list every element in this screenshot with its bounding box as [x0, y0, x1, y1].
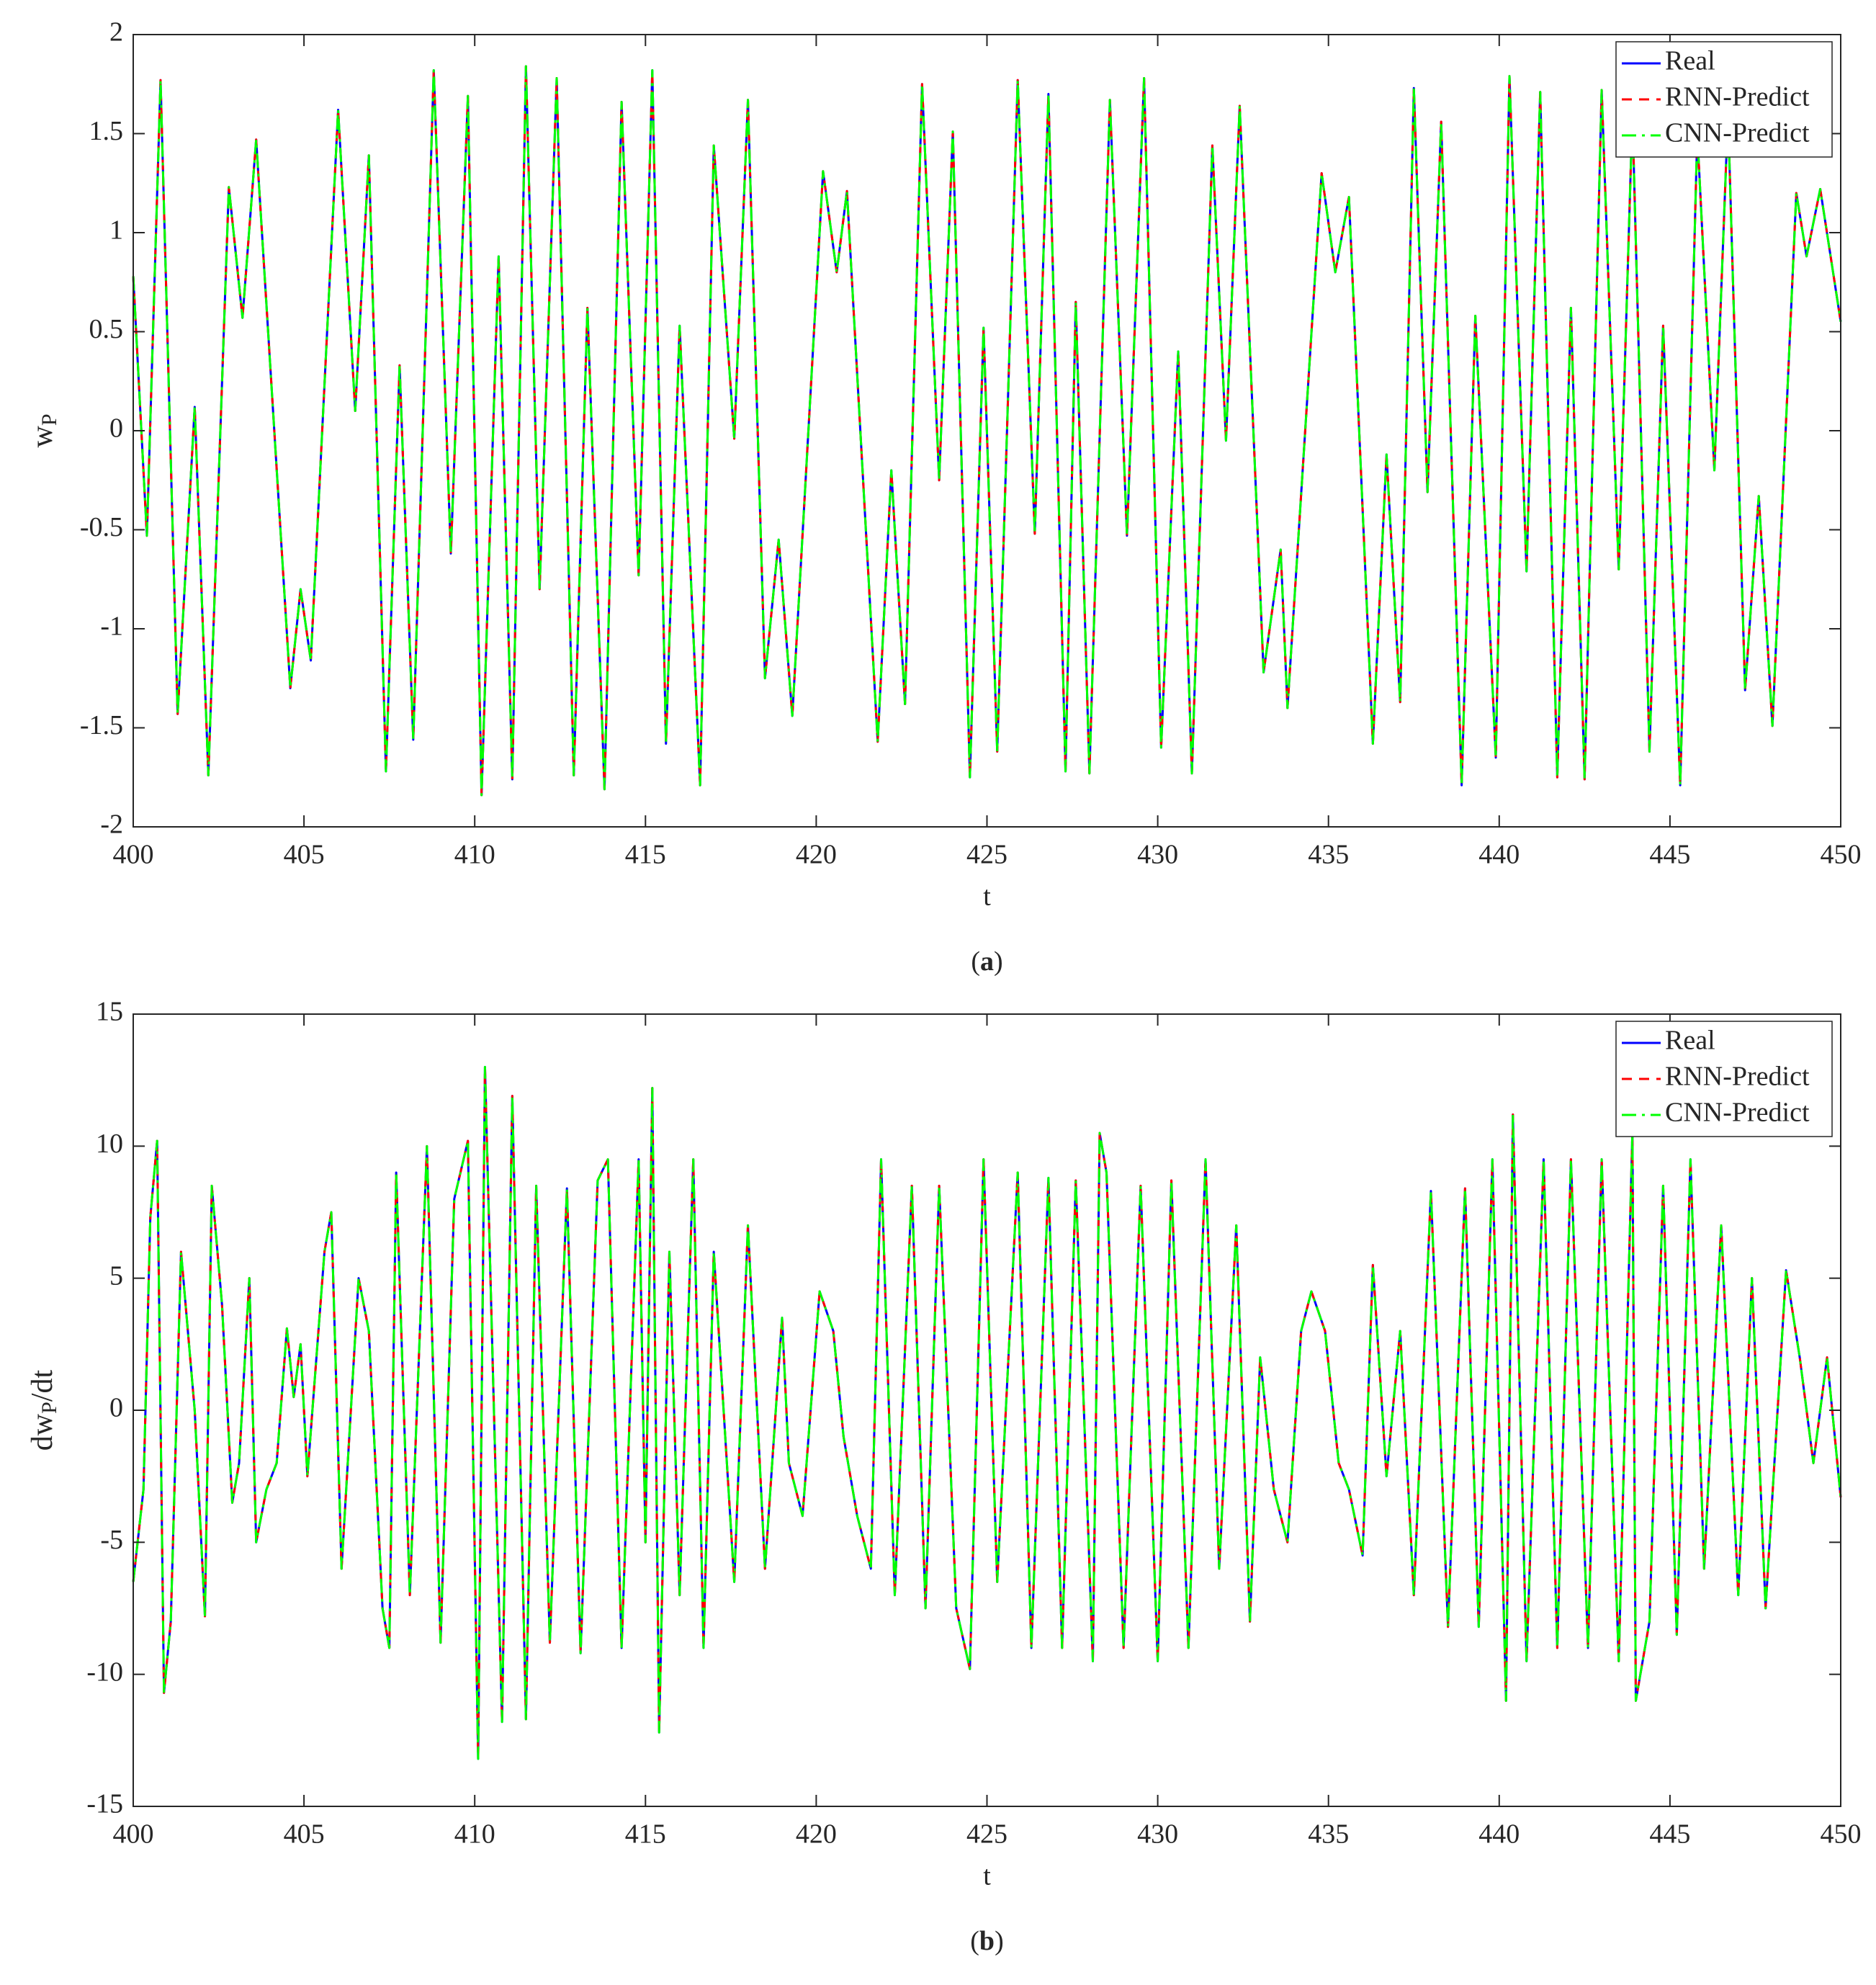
- y-axis-label-part: /dt: [26, 1369, 59, 1402]
- x-tick-label: 425: [966, 1819, 1007, 1850]
- x-axis-label: t: [983, 882, 991, 912]
- legend-label: RNN-Predict: [1665, 82, 1810, 112]
- x-tick-label: 445: [1649, 840, 1690, 870]
- series-line: [132, 1065, 1842, 1760]
- y-tick-label: -10: [86, 1657, 123, 1687]
- legend-label: CNN-Predict: [1665, 118, 1810, 148]
- y-axis-label-subscript: P: [37, 413, 61, 426]
- legend-label: Real: [1665, 46, 1715, 76]
- x-tick-label: 405: [284, 840, 325, 870]
- x-tick-label: 440: [1478, 840, 1520, 870]
- y-axis-label: wP: [26, 413, 61, 447]
- x-tick-label: 410: [454, 840, 495, 870]
- x-tick-label: 435: [1308, 1819, 1349, 1850]
- legend-box: [1615, 41, 1833, 158]
- y-tick-label: 1: [109, 215, 123, 246]
- x-tick-label: 420: [796, 840, 837, 870]
- y-tick-label: 10: [96, 1129, 123, 1159]
- y-tick-label: -1: [100, 611, 123, 642]
- x-tick-label: 415: [625, 1819, 666, 1850]
- x-tick-label: 415: [625, 840, 666, 870]
- series-line: [132, 65, 1842, 797]
- y-tick-label: -0.5: [80, 512, 123, 542]
- series-line: [132, 1065, 1842, 1760]
- y-tick-label: -2: [100, 810, 123, 840]
- panel-label-char: ): [995, 1926, 1004, 1956]
- panel-label-char: (: [971, 946, 980, 977]
- y-tick-label: 1.5: [89, 116, 124, 146]
- x-tick-label: 430: [1137, 840, 1178, 870]
- x-tick-label: 400: [113, 1819, 154, 1850]
- panel-label: (a): [971, 946, 1002, 977]
- x-tick-label: 405: [284, 1819, 325, 1850]
- x-tick-label: 430: [1137, 1819, 1178, 1850]
- x-tick-label: 435: [1308, 840, 1349, 870]
- legend-label: CNN-Predict: [1665, 1098, 1810, 1128]
- panel-label-char: (: [970, 1926, 979, 1956]
- x-tick-label: 425: [966, 840, 1007, 870]
- y-tick-label: -1.5: [80, 710, 123, 740]
- y-tick-label: 0: [109, 1393, 123, 1423]
- panel-label-char: ): [994, 946, 1003, 977]
- x-tick-label: 410: [454, 1819, 495, 1850]
- y-axis-label-part: dw: [26, 1413, 59, 1451]
- series-line: [132, 1065, 1842, 1760]
- x-tick-label: 445: [1649, 1819, 1690, 1850]
- panel-label-char: a: [980, 946, 994, 977]
- y-tick-label: 0: [109, 413, 123, 444]
- panel-label-char: b: [979, 1926, 995, 1956]
- x-tick-label: 440: [1478, 1819, 1520, 1850]
- y-axis-label: dwP/dt: [26, 1369, 61, 1451]
- panel-label: (b): [970, 1926, 1003, 1956]
- x-tick-label: 450: [1821, 840, 1862, 870]
- y-tick-label: 0.5: [89, 314, 124, 344]
- y-tick-label: 5: [109, 1260, 123, 1291]
- legend-label: Real: [1665, 1026, 1715, 1056]
- legend-box: [1615, 1021, 1833, 1137]
- axes-frame: [133, 1013, 1841, 1807]
- legend-label: RNN-Predict: [1665, 1062, 1810, 1092]
- y-axis-label-part: w: [26, 426, 59, 448]
- y-axis-label-subscript: P: [37, 1402, 61, 1414]
- y-tick-label: 2: [109, 17, 123, 48]
- y-tick-label: -5: [100, 1525, 123, 1555]
- x-axis-label: t: [983, 1861, 991, 1891]
- x-tick-label: 420: [796, 1819, 837, 1850]
- y-tick-label: 15: [96, 997, 123, 1027]
- x-tick-label: 450: [1821, 1819, 1862, 1850]
- y-tick-label: -15: [86, 1789, 123, 1819]
- x-tick-label: 400: [113, 840, 154, 870]
